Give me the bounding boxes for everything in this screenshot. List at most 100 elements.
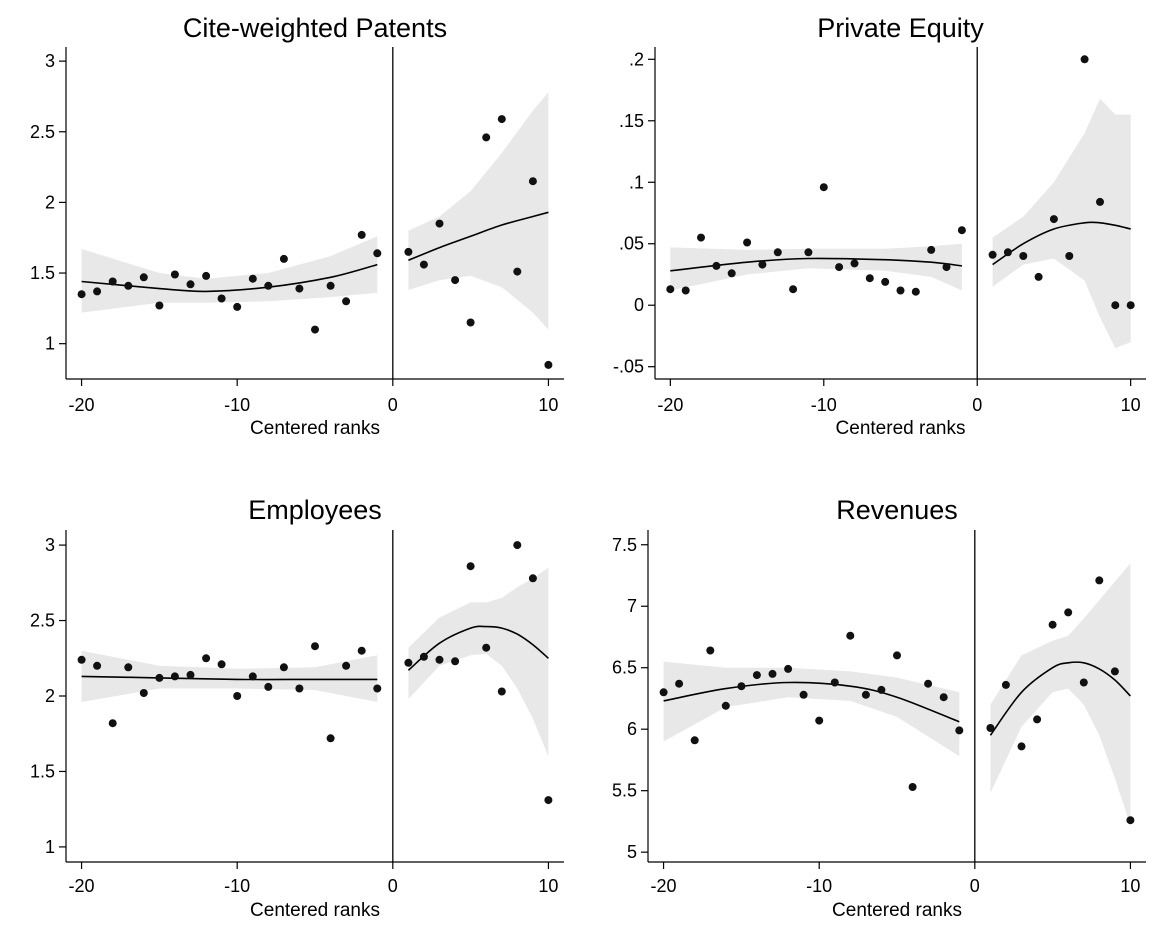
data-point <box>248 274 257 283</box>
data-point <box>1065 252 1074 260</box>
data-point <box>311 642 319 651</box>
data-point <box>264 682 273 691</box>
data-point <box>861 690 870 699</box>
data-point <box>217 294 226 303</box>
data-point <box>279 254 288 263</box>
fit-line-left <box>670 257 962 272</box>
x-tick-label: -20 <box>651 876 677 896</box>
x-tick-label: 10 <box>1121 395 1141 415</box>
data-point <box>342 297 351 306</box>
data-point <box>881 277 890 286</box>
data-point <box>202 271 211 280</box>
data-point <box>957 226 966 235</box>
data-point <box>373 684 382 693</box>
data-point <box>451 276 460 285</box>
x-tick-label: -10 <box>806 876 832 896</box>
ci-band-left <box>81 236 378 313</box>
data-point <box>1064 608 1073 617</box>
data-point <box>988 250 997 259</box>
data-point <box>911 287 920 296</box>
data-point <box>1080 55 1089 64</box>
data-point <box>727 269 736 278</box>
y-tick-label: .1 <box>629 172 644 192</box>
data-point <box>1033 715 1042 724</box>
x-tick-label: 10 <box>538 876 558 896</box>
data-point <box>419 652 428 661</box>
data-point <box>357 230 366 239</box>
data-point <box>758 260 767 269</box>
data-point <box>279 663 288 672</box>
data-point <box>743 238 752 247</box>
data-point <box>697 233 705 242</box>
chart-title: Private Equity <box>817 13 984 43</box>
data-point <box>706 646 715 655</box>
panel-2: -.05 0 .05 .1 .15 .2 -20 -10 0 10 Private Equity Ce… <box>613 13 1146 439</box>
y-tick-label: 5.5 <box>612 781 637 801</box>
data-point <box>1126 301 1135 310</box>
y-tick-label: 2.5 <box>30 122 55 142</box>
data-point <box>326 734 335 743</box>
data-point <box>1079 678 1088 687</box>
data-point <box>186 280 195 289</box>
data-point <box>295 684 304 693</box>
data-point <box>466 562 475 571</box>
fit-line-right <box>407 625 549 671</box>
x-tick-label: -20 <box>657 395 683 415</box>
data-point <box>924 679 933 688</box>
y-tick-label: .2 <box>629 49 644 69</box>
data-point <box>955 726 964 735</box>
data-point <box>1126 816 1135 825</box>
fit-line-right <box>989 661 1131 736</box>
data-point <box>497 687 506 696</box>
data-point <box>202 654 211 663</box>
data-point <box>1003 248 1012 257</box>
x-tick-label: 0 <box>972 395 982 415</box>
data-point <box>1095 576 1104 585</box>
x-axis-label: Centered ranks <box>250 900 380 921</box>
data-point <box>357 646 366 655</box>
data-point <box>93 287 102 296</box>
x-axis-label: Centered ranks <box>250 418 380 439</box>
data-point <box>1048 620 1057 629</box>
data-point <box>773 248 782 257</box>
y-tick-label: .15 <box>619 111 644 131</box>
x-tick-label: -10 <box>224 395 250 415</box>
data-point <box>737 682 746 691</box>
data-point <box>752 671 761 680</box>
fit-line-left <box>81 263 378 293</box>
data-point <box>1034 272 1043 281</box>
y-tick-label: 7 <box>627 596 637 616</box>
data-point <box>139 689 148 697</box>
data-point <box>659 688 668 697</box>
data-point <box>850 259 859 268</box>
data-point <box>544 796 553 805</box>
panel-4: 5 5.5 6 6.5 7 7.5 -20 -10 0 10 Revenues Centered ra… <box>612 495 1146 921</box>
data-point <box>295 284 304 293</box>
y-tick-label: 2 <box>45 686 55 706</box>
x-tick-label: 0 <box>970 876 980 896</box>
ci-band-right <box>990 563 1131 826</box>
data-point <box>419 260 428 269</box>
data-point <box>435 655 444 664</box>
y-tick-label: .05 <box>619 234 644 254</box>
y-tick-label: 5 <box>627 842 637 862</box>
fit-line-right <box>992 221 1131 266</box>
x-tick-label: 10 <box>1120 876 1140 896</box>
x-axis-label: Centered ranks <box>832 900 962 921</box>
data-point <box>1017 742 1026 751</box>
data-point <box>217 660 226 669</box>
data-point <box>768 669 777 678</box>
x-tick-label: 0 <box>388 395 398 415</box>
x-tick-label: -10 <box>224 876 250 896</box>
data-point <box>1049 215 1058 224</box>
y-tick-label: 7.5 <box>612 535 637 555</box>
fit-line-left <box>81 675 378 681</box>
data-point <box>1019 252 1028 260</box>
y-tick-label: 6.5 <box>612 658 637 678</box>
y-tick-label: 1 <box>45 837 55 857</box>
data-point <box>1110 667 1119 676</box>
fit-line-right <box>408 211 549 262</box>
data-point <box>497 115 506 124</box>
data-point <box>942 263 951 272</box>
